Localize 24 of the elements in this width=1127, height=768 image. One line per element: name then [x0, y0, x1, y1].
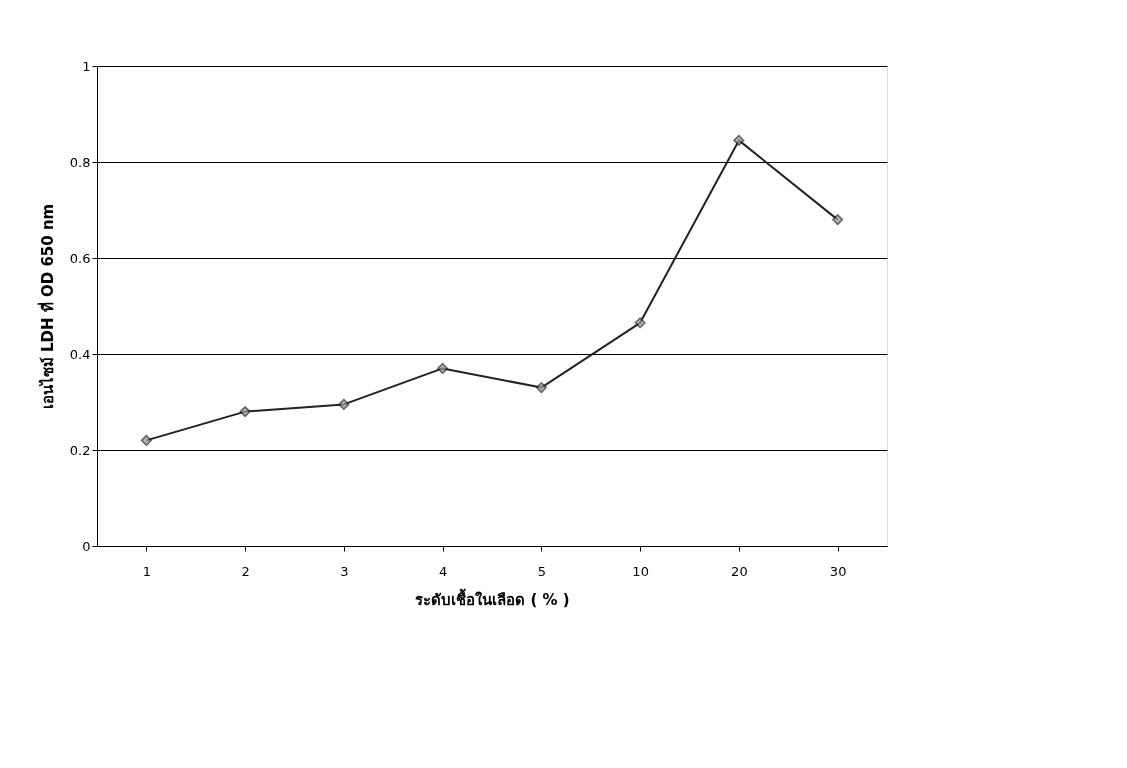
x-tick-label: 10 [632, 563, 649, 579]
point [535, 382, 547, 394]
point [437, 362, 449, 374]
x-axis-title: ระดับเชื้อในเลือด ( % ) [415, 587, 570, 609]
point [338, 398, 350, 410]
point [239, 406, 251, 418]
y-tick-label: 0.8 [69, 154, 91, 170]
y-tick-label: 0 [82, 538, 91, 554]
y-tick-label: 0.2 [69, 442, 91, 458]
x-tick-label: 5 [537, 563, 547, 579]
point [733, 134, 745, 146]
y-tick-label: 0.6 [69, 250, 91, 266]
y-tick-label: 1 [82, 58, 91, 74]
point [832, 214, 844, 226]
y-axis-title: เอนไซม์ LDH ที่ OD 650 nm [36, 203, 57, 410]
y-tick-label: 0.4 [69, 346, 91, 362]
point [634, 317, 646, 329]
x-tick-label: 20 [731, 563, 748, 579]
x-tick-label: 1 [142, 563, 152, 579]
x-tick-label: 2 [241, 563, 250, 579]
x-tick-label: 3 [340, 563, 349, 579]
x-tick-label: 4 [438, 563, 448, 579]
x-tick-label: 30 [829, 563, 847, 579]
point [140, 434, 152, 446]
